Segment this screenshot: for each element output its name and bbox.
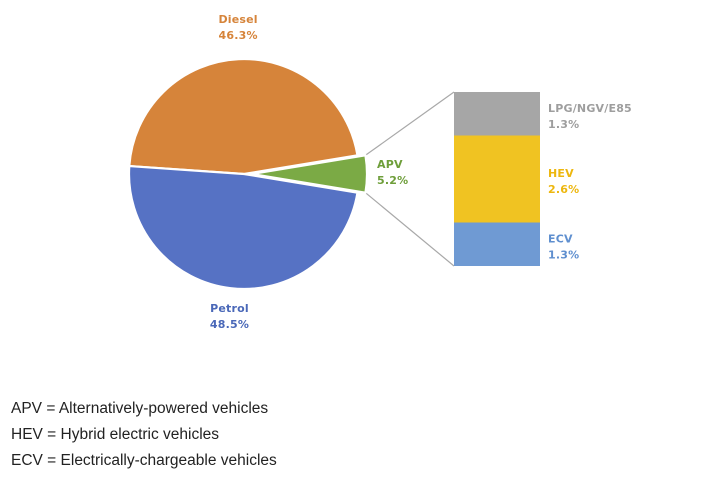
note-ecv: ECV = Electrically-chargeable vehicles [11,452,277,469]
data-labels: ECV 1.3% HEV 2.6% LPG/NGV/E85 1.3% Diesel 46.3%… [210,13,632,331]
note-apv: APV = Alternatively-powered vehicles [11,400,269,417]
pie-value-diesel: 46.3% [219,29,258,42]
bar-segment-hev [454,135,540,223]
bar-segment-lpg-ngv-e85 [454,92,540,136]
pie-slice-apv [250,154,369,194]
breakdown-bar [454,92,540,266]
connector-line-top [365,91,455,156]
pie-slice-petrol [127,164,359,291]
pie-label-petrol: Petrol [210,302,249,315]
bar-value-lpg-ngv-e85: 1.3% [548,118,579,131]
bar-label-hev: HEV [548,167,574,180]
note-hev: HEV = Hybrid electric vehicles [11,426,220,443]
pie-of-bar-chart: ECV 1.3% HEV 2.6% LPG/NGV/E85 1.3% Diesel 46.3%… [127,13,632,331]
bar-label-lpg-ngv-e85: LPG/NGV/E85 [548,102,632,115]
bar-segment-ecv [454,222,540,266]
pie-value-apv: 5.2% [377,174,408,187]
pie-label-diesel: Diesel [218,13,257,26]
bar-value-hev: 2.6% [548,183,579,196]
pie [127,57,369,291]
bar-value-ecv: 1.3% [548,248,579,261]
connector-lines [365,91,455,267]
abbreviation-notes: APV = Alternatively-powered vehicles HEV… [11,396,277,474]
bar-label-ecv: ECV [548,232,573,245]
pie-label-apv: APV [377,158,403,171]
pie-value-petrol: 48.5% [210,318,249,331]
pie-slice-diesel [128,57,359,176]
connector-line-bottom [365,192,455,267]
